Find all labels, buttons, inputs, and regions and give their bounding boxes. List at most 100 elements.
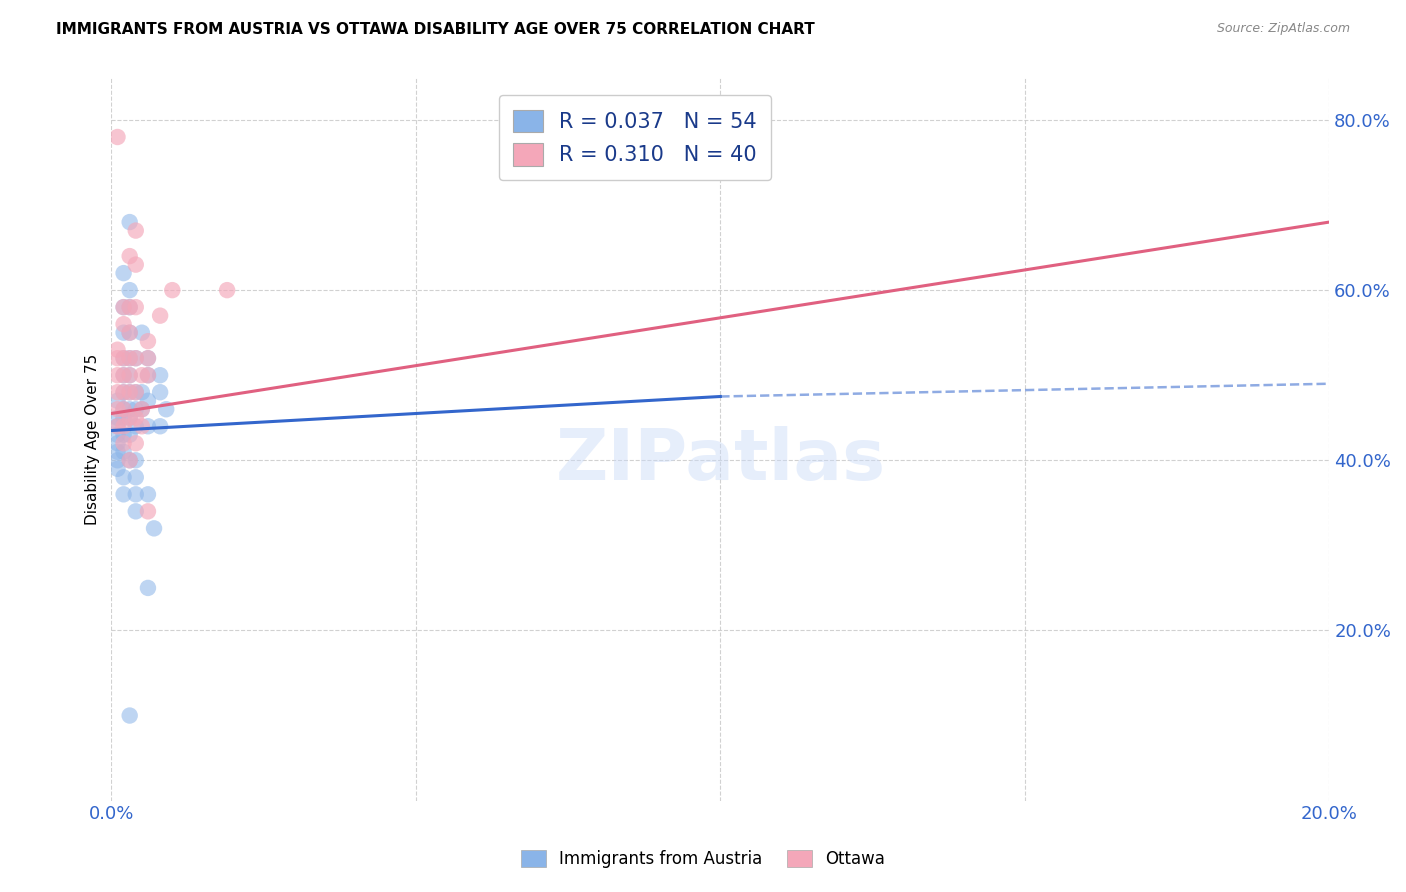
Point [125,385,148,400]
Point [136,368,159,383]
Point [136,393,159,408]
Point [118,300,141,314]
Legend: Immigrants from Austria, Ottawa: Immigrants from Austria, Ottawa [515,843,891,875]
Point [112,351,135,366]
Point [118,385,141,400]
Point [112,368,135,383]
Point [136,487,159,501]
Point [162,283,184,297]
Point [112,266,135,280]
Point [107,410,129,425]
Point [118,351,141,366]
Point [131,326,153,340]
Point [107,343,129,357]
Point [112,402,135,417]
Point [107,453,129,467]
Point [125,351,148,366]
Point [131,368,153,383]
Point [107,130,129,145]
Point [118,326,141,340]
Point [118,351,141,366]
Point [107,444,129,458]
Point [136,368,159,383]
Point [131,402,153,417]
Y-axis label: Disability Age Over 75: Disability Age Over 75 [86,353,100,524]
Point [112,419,135,434]
Point [118,215,141,229]
Point [112,368,135,383]
Point [112,326,135,340]
Point [125,470,148,484]
Point [112,300,135,314]
Legend: R = 0.037   N = 54, R = 0.310   N = 40: R = 0.037 N = 54, R = 0.310 N = 40 [499,95,772,180]
Point [112,444,135,458]
Point [136,334,159,348]
Point [107,462,129,476]
Point [131,402,153,417]
Point [112,385,135,400]
Point [118,368,141,383]
Point [112,385,135,400]
Point [125,410,148,425]
Point [118,708,141,723]
Point [112,402,135,417]
Point [112,487,135,501]
Point [107,419,129,434]
Point [143,521,166,535]
Point [118,249,141,263]
Point [149,309,172,323]
Point [136,504,159,518]
Point [149,419,172,434]
Point [118,368,141,383]
Point [131,385,153,400]
Point [136,351,159,366]
Point [125,258,148,272]
Point [136,351,159,366]
Point [118,402,141,417]
Point [149,368,172,383]
Point [118,410,141,425]
Point [107,402,129,417]
Point [112,300,135,314]
Point [131,419,153,434]
Point [155,402,177,417]
Point [136,419,159,434]
Point [112,470,135,484]
Point [125,385,148,400]
Point [136,581,159,595]
Point [112,351,135,366]
Point [118,453,141,467]
Point [112,436,135,450]
Point [118,300,141,314]
Point [125,224,148,238]
Point [125,504,148,518]
Point [118,283,141,297]
Point [107,419,129,434]
Point [112,317,135,331]
Point [125,453,148,467]
Point [118,385,141,400]
Point [107,368,129,383]
Point [118,427,141,442]
Point [107,393,129,408]
Text: IMMIGRANTS FROM AUSTRIA VS OTTAWA DISABILITY AGE OVER 75 CORRELATION CHART: IMMIGRANTS FROM AUSTRIA VS OTTAWA DISABI… [56,22,815,37]
Point [125,300,148,314]
Point [125,487,148,501]
Point [217,283,239,297]
Point [107,351,129,366]
Point [125,351,148,366]
Point [118,410,141,425]
Point [107,436,129,450]
Point [118,453,141,467]
Point [118,326,141,340]
Point [112,427,135,442]
Text: ZIPatlas: ZIPatlas [555,426,886,495]
Point [149,385,172,400]
Point [107,427,129,442]
Point [112,410,135,425]
Point [125,419,148,434]
Point [107,385,129,400]
Point [125,402,148,417]
Point [125,436,148,450]
Text: Source: ZipAtlas.com: Source: ZipAtlas.com [1216,22,1350,36]
